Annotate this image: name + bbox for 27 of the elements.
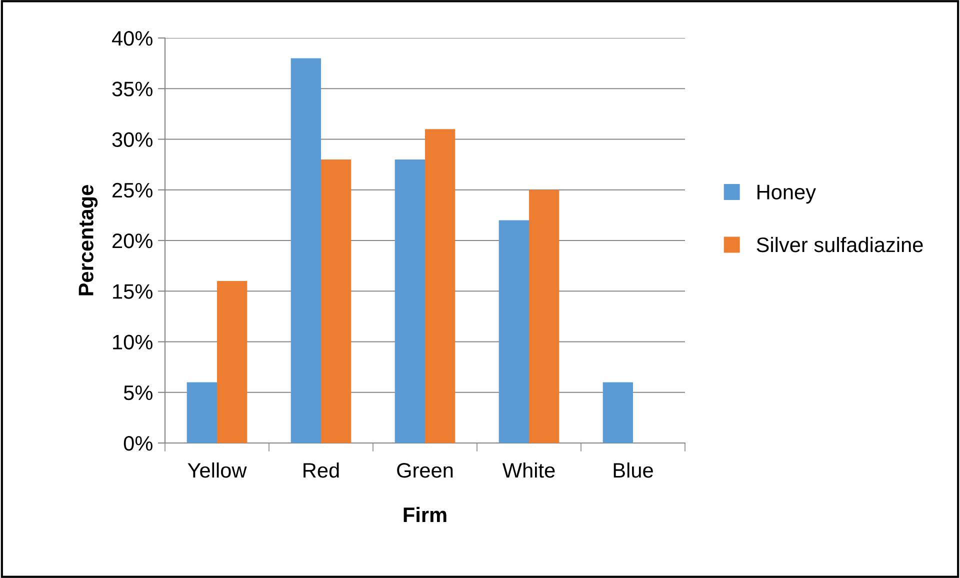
y-tick-label: 10% <box>113 334 152 350</box>
bar <box>186 382 217 443</box>
legend-label: Honey <box>758 184 816 204</box>
y-tick-label: 20% <box>112 234 152 248</box>
bar <box>498 220 529 443</box>
y-tick-label: 5% <box>124 385 152 400</box>
bar <box>602 382 633 443</box>
bar <box>529 190 560 443</box>
x-tick-label: White <box>502 462 555 478</box>
x-tick-label: Blue <box>614 462 653 478</box>
x-tick-label: Green <box>397 462 453 478</box>
x-axis-title: Firm <box>404 506 446 522</box>
y-tick-label: 30% <box>112 132 152 148</box>
legend-label: Silver sulfadiazine <box>756 236 923 252</box>
bar <box>321 160 352 443</box>
y-tick-label: 40% <box>112 31 152 46</box>
x-tick-label: Red <box>304 462 339 478</box>
y-tick-label: 15% <box>113 284 152 299</box>
y-tick-label: 0% <box>124 436 152 451</box>
y-tick-label: 25% <box>112 182 152 198</box>
y-axis-title: Percentage <box>78 185 98 296</box>
bar <box>217 281 248 443</box>
y-tick-label: 35% <box>112 82 152 96</box>
bar <box>394 160 425 443</box>
bar <box>290 58 321 443</box>
x-tick-label: Yellow <box>188 462 247 478</box>
bar <box>425 129 456 443</box>
